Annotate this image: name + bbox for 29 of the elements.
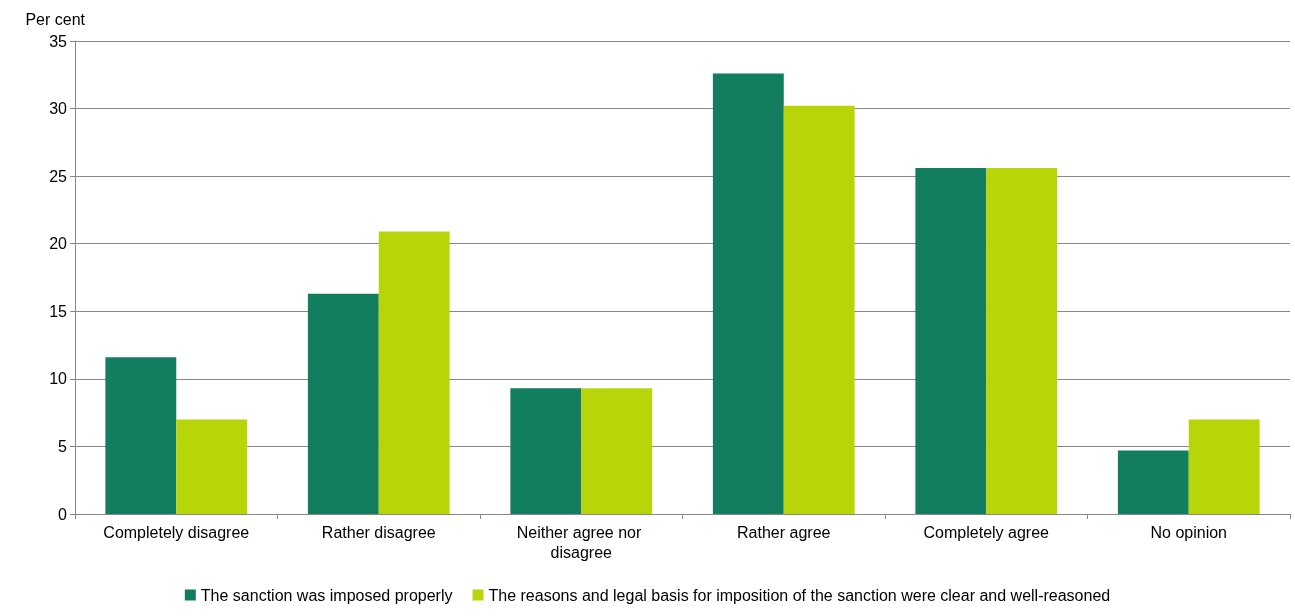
x-tick-label: Rather disagree <box>321 523 436 541</box>
y-tick-label: 30 <box>49 100 68 118</box>
legend-label: The reasons and legal basis for imposition of the sanction were clear and well-reasoned <box>488 586 1111 604</box>
bar <box>176 419 248 514</box>
bar <box>1188 419 1260 514</box>
bar <box>915 168 987 514</box>
y-tick-label: 25 <box>49 167 68 185</box>
bar <box>510 388 582 514</box>
bar <box>378 231 450 514</box>
x-tick-label: No opinion <box>1150 523 1227 541</box>
x-tick-label: Completely agree <box>923 523 1050 541</box>
bar <box>307 293 379 514</box>
y-tick-label: 20 <box>49 235 68 253</box>
bar <box>986 168 1058 514</box>
y-tick-label: 5 <box>58 437 68 455</box>
y-axis-title: Per cent <box>25 10 86 28</box>
y-tick-label: 10 <box>49 370 68 388</box>
legend-label: The sanction was imposed properly <box>200 586 453 604</box>
x-tick-label: Completely disagree <box>103 523 250 541</box>
y-tick-label: 0 <box>58 505 68 523</box>
bar <box>783 105 855 514</box>
bar <box>105 357 177 514</box>
x-tick-label: Rather agree <box>737 523 831 541</box>
y-tick-label: 35 <box>49 32 68 50</box>
y-tick-label: 15 <box>49 302 68 320</box>
bar <box>1117 450 1189 514</box>
bar <box>712 73 784 514</box>
x-tick-label: Neither agree nor disagree <box>516 523 646 561</box>
bar <box>581 388 653 514</box>
